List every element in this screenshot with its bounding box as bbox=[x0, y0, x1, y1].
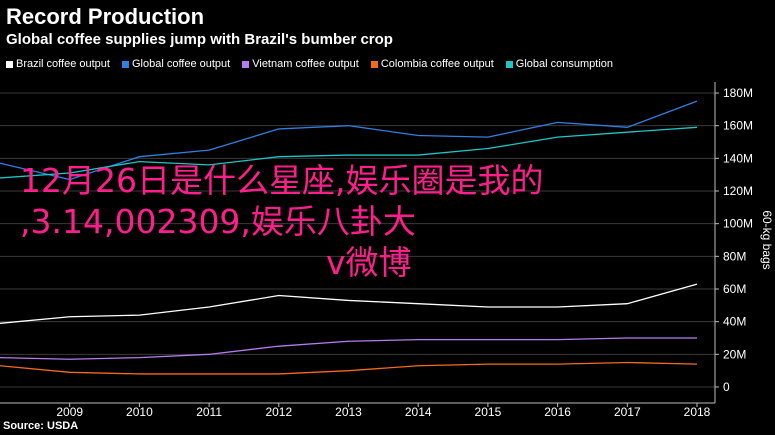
legend-label: Brazil coffee output bbox=[16, 58, 110, 70]
legend-swatch bbox=[121, 60, 129, 68]
x-tick-label: 2018 bbox=[684, 405, 711, 419]
series-line-4 bbox=[0, 126, 698, 179]
x-tick-label: 2015 bbox=[475, 405, 502, 419]
legend-swatch bbox=[6, 60, 13, 68]
y-tick-label: 40M bbox=[723, 315, 746, 329]
series-line-3 bbox=[0, 361, 698, 375]
y-tick-label: 80M bbox=[723, 249, 746, 263]
legend: Brazil coffee output Global coffee outpu… bbox=[6, 58, 613, 70]
overlay-line-1: 12月26日是什么星座,娱乐圈是我的 bbox=[20, 161, 544, 200]
x-tick-label: 2012 bbox=[265, 405, 292, 419]
chart-title: Record Production bbox=[6, 4, 205, 29]
overlay-line-3: v微博 bbox=[326, 243, 412, 282]
legend-label: Colombia coffee output bbox=[380, 58, 494, 70]
y-tick-label: 180M bbox=[723, 86, 753, 100]
legend-item-brazil: Brazil coffee output bbox=[6, 58, 110, 70]
x-tick-label: 2013 bbox=[335, 405, 362, 419]
chart-subtitle: Global coffee supplies jump with Brazil'… bbox=[6, 31, 393, 48]
legend-item-global-output: Global coffee output bbox=[121, 58, 231, 70]
legend-swatch bbox=[242, 60, 250, 68]
y-tick-label: 120M bbox=[723, 184, 753, 198]
y-tick-label: 160M bbox=[723, 119, 753, 133]
source-note: Source: USDA bbox=[3, 420, 79, 432]
y-tick-label: 0 bbox=[723, 380, 730, 394]
x-tick-label: 2011 bbox=[196, 405, 222, 419]
y-tick-label: 140M bbox=[723, 151, 753, 165]
legend-item-vietnam: Vietnam coffee output bbox=[242, 58, 359, 70]
legend-label: Global coffee output bbox=[131, 58, 231, 70]
x-tick-label: 2016 bbox=[544, 405, 571, 419]
x-tick-label: 2017 bbox=[614, 405, 641, 419]
legend-item-colombia: Colombia coffee output bbox=[370, 58, 494, 70]
series-line-2 bbox=[0, 337, 697, 360]
series-line-0 bbox=[0, 283, 698, 324]
x-tick-label: 2009 bbox=[56, 405, 83, 419]
legend-label: Global consumption bbox=[515, 58, 614, 70]
legend-item-global-consumption: Global consumption bbox=[505, 58, 614, 70]
legend-label: Vietnam coffee output bbox=[252, 58, 359, 70]
y-tick-label: 100M bbox=[723, 217, 753, 231]
overlay-line-2: ,3.14,002309,娱乐八卦大 bbox=[20, 202, 416, 241]
y-axis-label: 60-kg bags bbox=[760, 210, 774, 269]
legend-swatch bbox=[505, 60, 513, 68]
legend-swatch bbox=[370, 60, 378, 68]
series-line-1 bbox=[0, 100, 698, 181]
y-tick-label: 20M bbox=[723, 347, 746, 361]
x-tick-label: 2014 bbox=[405, 405, 432, 419]
y-tick-label: 60M bbox=[723, 282, 746, 296]
x-tick-label: 2010 bbox=[126, 405, 153, 419]
